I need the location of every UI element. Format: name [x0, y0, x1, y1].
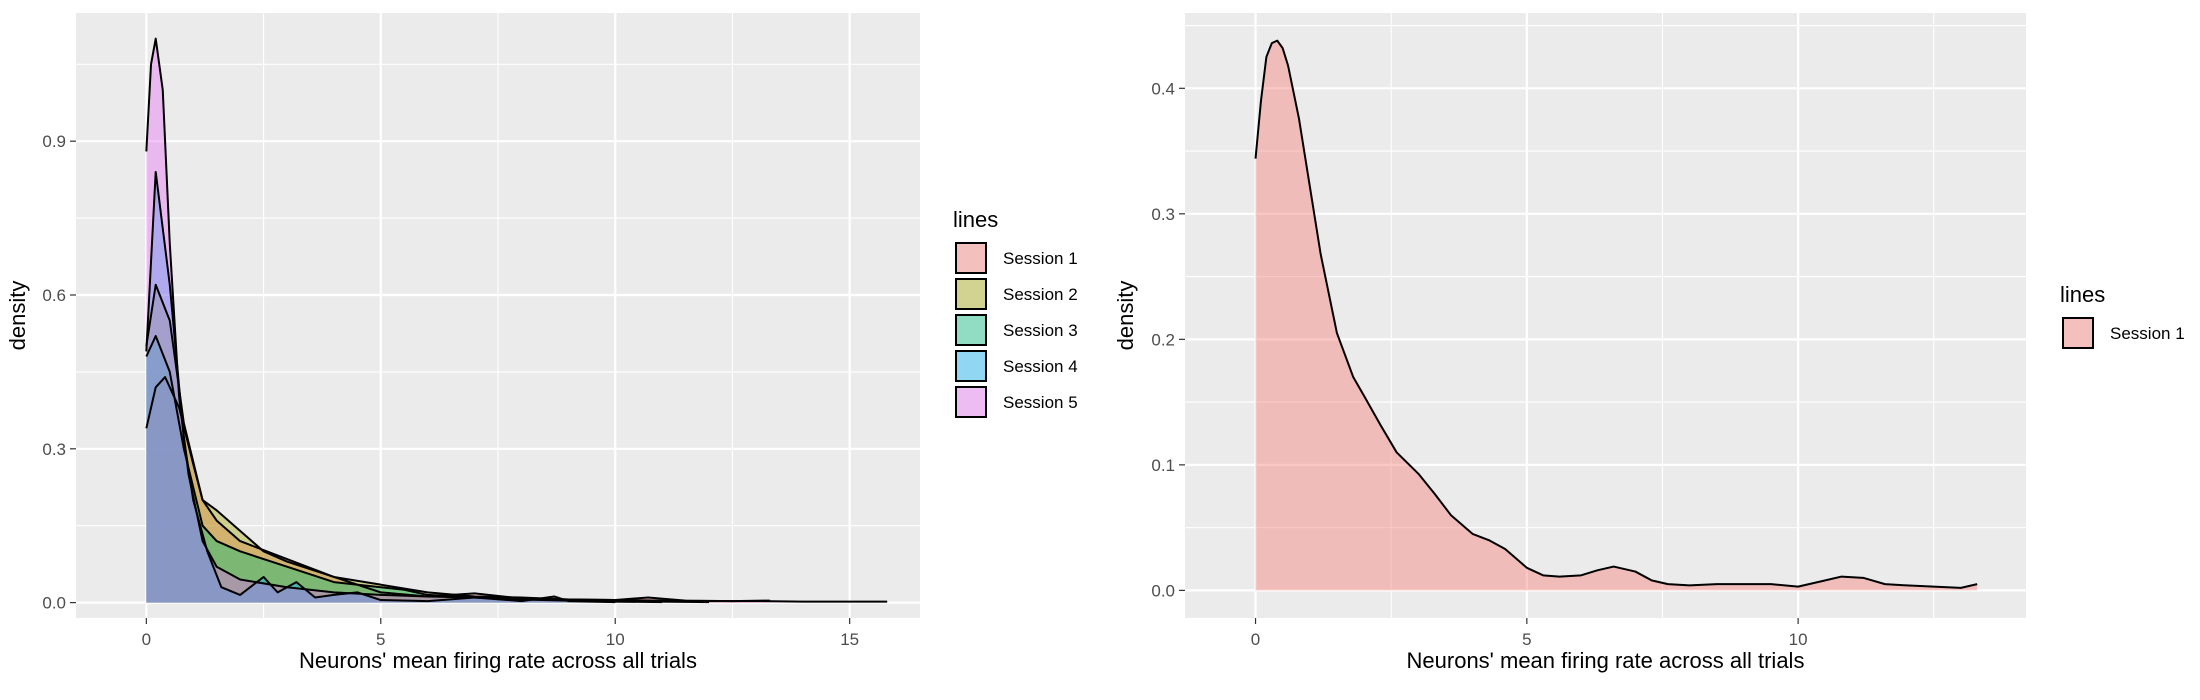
- density-area-4: [146, 171, 616, 603]
- x-tick-label: 15: [840, 630, 859, 649]
- right-density-chart: 0 5 10 0.0 0.1 0.2 0.3 0.4 Neurons' mean firing …: [1113, 13, 2185, 673]
- legend-label: Session 3: [1003, 321, 1078, 340]
- legend-label: Session 4: [1003, 357, 1078, 376]
- x-tick-label: 10: [1789, 630, 1808, 649]
- density-outline-1: [1254, 39, 1978, 589]
- y-tick-label: 0.3: [1151, 205, 1175, 224]
- x-tick-label: 5: [1522, 630, 1531, 649]
- y-tick-label: 0.0: [42, 594, 66, 613]
- legend-key-bg: [955, 350, 987, 382]
- legend-key-bg: [955, 242, 987, 274]
- y-tick-label: 0.0: [1151, 581, 1175, 600]
- y-tick-label: 0.9: [42, 132, 66, 151]
- legend-key-swatch: [955, 278, 987, 310]
- y-axis-title: density: [1113, 281, 1138, 351]
- density-outline-5: [145, 37, 888, 603]
- legend-key-bg: [2062, 317, 2094, 349]
- x-tick-label: 0: [142, 630, 151, 649]
- density-area-2: [146, 284, 710, 603]
- x-axis-title: Neurons' mean firing rate across all tri…: [299, 648, 697, 673]
- density-area-3: [146, 336, 663, 603]
- density-area-1: [146, 377, 770, 603]
- left-density-chart: 0 5 10 15 0.0 0.3 0.6 0.9 Neurons' mean firing r…: [5, 13, 1078, 673]
- legend-key-swatch: [2062, 317, 2094, 349]
- y-tick-label: 0.4: [1151, 79, 1175, 98]
- plot-panel: [1185, 13, 2026, 618]
- y-tick-label: 0.6: [42, 286, 66, 305]
- legend-key-bg: [955, 278, 987, 310]
- x-tick-label: 0: [1251, 630, 1260, 649]
- legend-label: Session 1: [2110, 324, 2185, 343]
- legend: lines Session 1: [2060, 282, 2185, 349]
- legend: lines Session 1 Session 2 Session 3 Session …: [953, 207, 1078, 418]
- legend-key-bg: [955, 386, 987, 418]
- legend-label: Session 2: [1003, 285, 1078, 304]
- legend-label: Session 5: [1003, 393, 1078, 412]
- legend-key-swatch: [955, 350, 987, 382]
- legend-label: Session 1: [1003, 249, 1078, 268]
- y-axis-title: density: [5, 281, 30, 351]
- x-tick-label: 10: [606, 630, 625, 649]
- legend-key-swatch: [955, 386, 987, 418]
- density-area-1: [1255, 40, 1978, 591]
- y-tick-label: 0.3: [42, 440, 66, 459]
- x-tick-label: 5: [376, 630, 385, 649]
- y-tick-label: 0.1: [1151, 456, 1175, 475]
- y-tick-label: 0.2: [1151, 330, 1175, 349]
- legend-key-bg: [955, 314, 987, 346]
- legend-key-swatch: [955, 314, 987, 346]
- legend-title: lines: [953, 207, 998, 232]
- legend-title: lines: [2060, 282, 2105, 307]
- x-axis-title: Neurons' mean firing rate across all tri…: [1407, 648, 1805, 673]
- legend-key-swatch: [955, 242, 987, 274]
